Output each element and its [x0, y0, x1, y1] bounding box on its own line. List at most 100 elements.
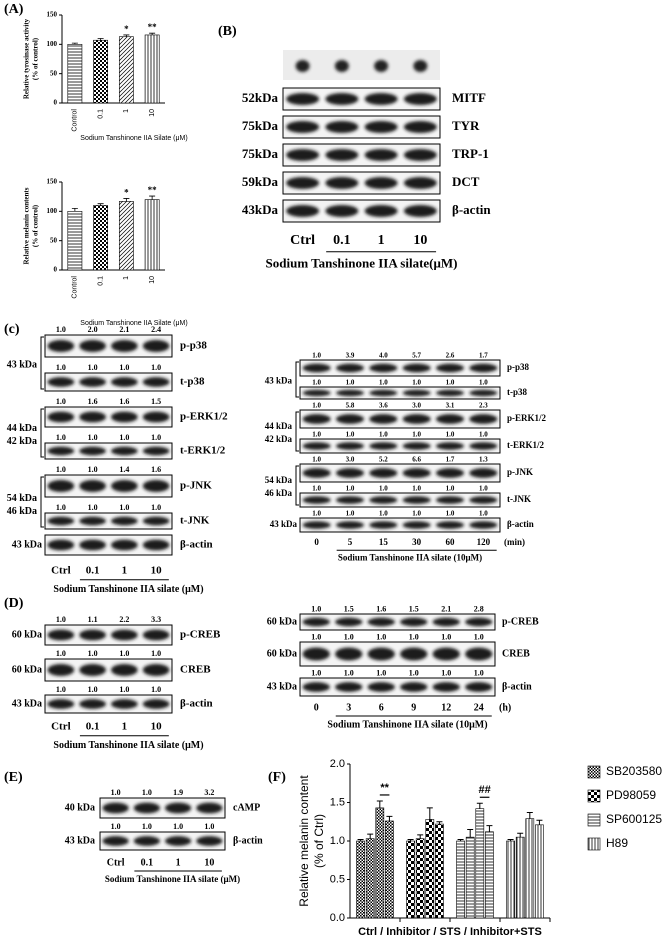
blot-frame — [44, 694, 173, 714]
band — [402, 363, 431, 373]
band-ratio: 1.0 — [56, 465, 66, 474]
error-bar — [417, 834, 424, 839]
kda-label: 75kDa — [242, 118, 279, 133]
band — [302, 617, 330, 627]
protein-name: t-ERK1/2 — [180, 445, 226, 457]
protein-name: p-p38 — [507, 362, 530, 372]
lane-unit: (h) — [499, 702, 511, 713]
lane-label: Ctrl — [51, 720, 71, 732]
band-ratio: 1.0 — [88, 685, 98, 694]
band — [302, 442, 331, 450]
band-ratio: 1.0 — [376, 632, 386, 641]
band — [403, 121, 437, 133]
lane-label: 0.1 — [86, 720, 100, 732]
band — [369, 414, 398, 424]
band-ratio: 1.0 — [412, 510, 421, 518]
bar — [385, 820, 394, 919]
blot-frame — [44, 334, 173, 358]
legend-swatch — [587, 789, 601, 803]
band — [367, 682, 395, 692]
band-ratio: 1.5 — [344, 604, 354, 613]
y-tick-label: 2.0 — [330, 758, 345, 770]
kda-label: 60 kDa — [267, 648, 297, 659]
bar — [506, 840, 515, 919]
blot-frame — [99, 831, 226, 851]
protein-name: t-ERK1/2 — [507, 440, 544, 450]
band — [302, 363, 331, 373]
kda-bracket — [40, 408, 44, 458]
blot-frame — [299, 641, 496, 667]
panel-label: (F) — [268, 770, 286, 785]
blot-frame — [44, 624, 173, 646]
significance: ** — [148, 185, 158, 195]
bar — [118, 201, 134, 271]
blot-frame — [44, 474, 173, 498]
band-ratio: 1.0 — [119, 649, 129, 658]
kda-bracket — [295, 465, 299, 506]
band-ratio: 1.0 — [56, 649, 66, 658]
band-ratio: 1.0 — [119, 363, 129, 372]
band — [436, 363, 464, 373]
band — [286, 93, 320, 105]
band-ratio: 2.8 — [474, 604, 484, 613]
lane-label: 24 — [474, 702, 484, 713]
band-ratio: 3.9 — [346, 352, 355, 360]
y-tick-label: 0.0 — [330, 912, 345, 924]
kda-label: 46 kDa — [265, 488, 293, 498]
band-ratio: 1.0 — [412, 379, 421, 387]
band — [47, 411, 75, 423]
blot-xlabel: Sodium Tanshinone IIA silate (μM) — [53, 740, 203, 751]
y-tick-label: 100 — [47, 207, 58, 215]
lane-label: 60 — [446, 537, 456, 547]
band-ratio: 1.6 — [88, 397, 98, 406]
band-ratio: 1.0 — [312, 431, 321, 439]
y-tick-label: 150 — [47, 11, 58, 19]
band — [402, 389, 431, 397]
band — [336, 363, 364, 373]
x-tick-label: 1 — [123, 109, 130, 113]
blot-frame — [44, 406, 173, 428]
lane-label: 10 — [204, 857, 214, 868]
lane-label: 0.1 — [86, 564, 100, 576]
band — [403, 205, 437, 217]
band — [142, 664, 170, 676]
band — [364, 177, 398, 189]
panel-label: (B) — [218, 24, 237, 39]
band — [79, 480, 106, 492]
band — [336, 389, 364, 397]
band — [336, 442, 364, 450]
band-ratio: 1.0 — [346, 379, 355, 387]
lane-label: 10 — [151, 564, 163, 576]
band-ratio: 1.0 — [474, 668, 484, 677]
legend-label: SB203580 — [606, 764, 662, 778]
band-ratio: 1.0 — [56, 363, 66, 372]
protein-name: p-ERK1/2 — [180, 411, 228, 423]
y-axis-label: (% of control) — [32, 37, 40, 80]
protein-name: β-actin — [502, 681, 532, 692]
kda-label: 54 kDa — [265, 475, 293, 485]
band — [364, 205, 398, 217]
pellet — [374, 60, 389, 72]
panel-label: (A) — [4, 2, 24, 17]
bar — [118, 36, 134, 104]
band-ratio: 1.0 — [151, 433, 161, 442]
band-ratio: 1.0 — [142, 822, 152, 831]
bar — [406, 840, 415, 919]
band-ratio: 1.1 — [88, 615, 98, 624]
band — [402, 468, 431, 478]
band — [465, 647, 493, 661]
kda-label: 60 kDa — [12, 664, 42, 675]
blot-frame — [282, 199, 441, 223]
band — [335, 682, 363, 692]
band-ratio: 1.0 — [151, 685, 161, 694]
protein-name: CREB — [180, 664, 211, 676]
band-ratio: 2.1 — [441, 604, 451, 613]
band-ratio: 1.0 — [311, 604, 321, 613]
band-ratio: 3.0 — [346, 456, 355, 464]
band-ratio: 2.3 — [479, 402, 488, 410]
kda-label: 42 kDa — [265, 434, 293, 444]
band — [111, 411, 138, 423]
band-ratio: 1.0 — [311, 632, 321, 641]
band — [111, 516, 138, 526]
band-ratio: 2.1 — [119, 325, 129, 334]
